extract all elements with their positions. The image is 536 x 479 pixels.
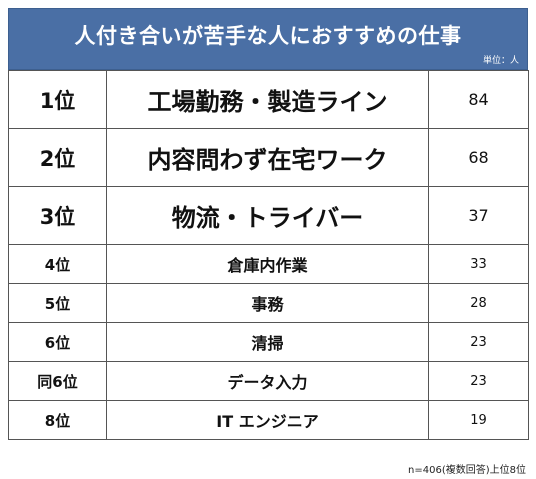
count-cell: 68 xyxy=(428,128,529,187)
count-cell: 37 xyxy=(428,186,529,245)
rank-cell: 1位 xyxy=(8,70,107,129)
table-row: 8位 IT エンジニア 19 xyxy=(8,400,529,440)
chart-title: 人付き合いが苦手な人におすすめの仕事 xyxy=(74,24,462,48)
table-row: 同6位 データ入力 23 xyxy=(8,361,529,401)
title-bar: 人付き合いが苦手な人におすすめの仕事 単位：人 xyxy=(8,8,528,70)
ranking-table: 1位 工場勤務・製造ライン 84 2位 内容問わず在宅ワーク 68 3位 物流・トライバー 37… xyxy=(8,70,529,440)
job-cell: 清掃 xyxy=(106,322,429,362)
job-cell: 物流・トライバー xyxy=(106,186,429,245)
rank-cell: 4位 xyxy=(8,244,107,284)
count-cell: 23 xyxy=(428,322,529,362)
count-cell: 19 xyxy=(428,400,529,440)
rank-cell: 8位 xyxy=(8,400,107,440)
count-cell: 84 xyxy=(428,70,529,129)
rank-cell: 6位 xyxy=(8,322,107,362)
job-cell: 事務 xyxy=(106,283,429,323)
job-cell: 内容問わず在宅ワーク xyxy=(106,128,429,187)
ranking-chart: 人付き合いが苦手な人におすすめの仕事 単位：人 1位 工場勤務・製造ライン 84 2位… xyxy=(8,8,529,440)
job-cell: 工場勤務・製造ライン xyxy=(106,70,429,129)
rank-cell: 同6位 xyxy=(8,361,107,401)
count-cell: 28 xyxy=(428,283,529,323)
job-cell: データ入力 xyxy=(106,361,429,401)
rank-cell: 5位 xyxy=(8,283,107,323)
job-cell: 倉庫内作業 xyxy=(106,244,429,284)
rank-cell: 2位 xyxy=(8,128,107,187)
table-row: 5位 事務 28 xyxy=(8,283,529,323)
count-cell: 23 xyxy=(428,361,529,401)
table-row: 4位 倉庫内作業 33 xyxy=(8,244,529,284)
table-row: 1位 工場勤務・製造ライン 84 xyxy=(8,70,529,129)
unit-label: 単位：人 xyxy=(482,56,519,66)
rank-cell: 3位 xyxy=(8,186,107,245)
job-cell: IT エンジニア xyxy=(106,400,429,440)
table-row: 2位 内容問わず在宅ワーク 68 xyxy=(8,128,529,187)
count-cell: 33 xyxy=(428,244,529,284)
table-row: 6位 清掃 23 xyxy=(8,322,529,362)
footnote: n=406(複数回答)上位8位 xyxy=(408,465,526,476)
table-row: 3位 物流・トライバー 37 xyxy=(8,186,529,245)
